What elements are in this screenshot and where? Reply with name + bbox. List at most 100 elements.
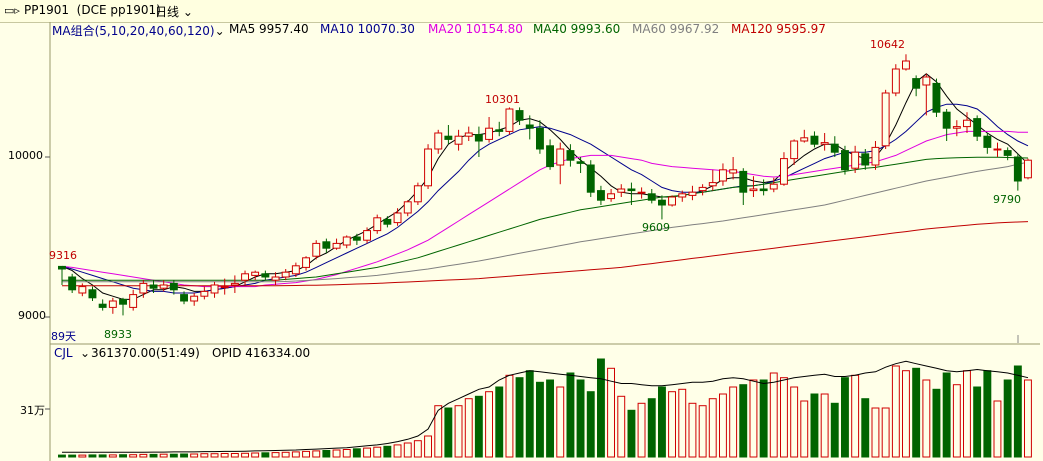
symbol-title: PP1901 (DCE pp1901) (24, 3, 161, 17)
volume-bar (627, 409, 636, 458)
candle-down (658, 199, 666, 206)
candle-up (281, 271, 290, 278)
candle-up (637, 191, 646, 194)
candle-up (434, 132, 443, 150)
volume-bar (251, 452, 260, 458)
candle-up (922, 76, 931, 86)
volume-bar (708, 398, 717, 458)
volume-bar (576, 379, 585, 458)
candle-down (383, 218, 392, 225)
candle-down (169, 282, 178, 291)
volume-bar (800, 400, 809, 458)
candle-up (342, 236, 351, 246)
open-interest-line (62, 360, 1029, 453)
volume-bar (871, 407, 880, 458)
volume-bar (230, 453, 239, 458)
volume-bar (413, 440, 422, 458)
volume-bar (881, 407, 890, 458)
ma-line-ma120 (62, 221, 1029, 287)
ma-legend-item: MA10 10070.30 (320, 22, 415, 36)
candle-down (444, 135, 453, 140)
volume-bar (810, 393, 819, 458)
volume-bar (352, 448, 361, 458)
annotation-high-left: 9316 (49, 249, 77, 262)
volume-bar (983, 370, 992, 458)
ma-line-ma20 (61, 130, 1028, 288)
volume-indicator-name[interactable]: CJL (54, 346, 73, 360)
candle-down (495, 129, 504, 132)
volume-bar (952, 384, 961, 458)
days-label: 89天 (51, 330, 76, 343)
ma-group-selector[interactable]: MA组合(5,10,20,40,60,120)⌄ (52, 22, 225, 38)
candle-up (312, 242, 321, 257)
volume-bar (1013, 365, 1022, 458)
candle-down (647, 193, 656, 201)
chevron-down-icon: ⌄ (179, 5, 193, 19)
volume-bar (759, 379, 768, 458)
candle-up (556, 148, 565, 166)
candle-up (617, 188, 626, 193)
annotation-peak-right: 10642 (870, 38, 905, 51)
ma-legend-item: MA5 9957.40 (229, 22, 309, 36)
volume-bar (637, 402, 646, 458)
candle-down (322, 241, 331, 249)
volume-bar (922, 379, 931, 458)
candle-down (861, 153, 870, 166)
candle-up (820, 142, 829, 145)
candle-down (576, 161, 585, 164)
ma-line-ma60 (62, 161, 1029, 283)
candle-up (963, 119, 971, 128)
candle-down (119, 298, 127, 305)
volume-bar (993, 400, 1002, 458)
candle-up (851, 151, 860, 169)
volume-bar (220, 453, 229, 458)
volume-bar (658, 386, 666, 458)
volume-bar (942, 372, 951, 458)
candle-up (393, 212, 402, 224)
volume-bar (729, 386, 738, 458)
volume-bar (332, 449, 341, 458)
volume-bar (861, 398, 870, 458)
volume-bar (210, 453, 219, 458)
volume-bar (464, 398, 473, 458)
candle-down (983, 135, 992, 148)
volume-bar (271, 452, 280, 458)
volume-bar (180, 453, 189, 458)
candle-up (871, 146, 880, 166)
volume-bar (597, 358, 605, 458)
candle-up (698, 186, 707, 192)
volume-bar (546, 379, 554, 458)
volume-bar (851, 374, 860, 458)
candle-up (719, 169, 727, 182)
candle-down (98, 303, 107, 308)
volume-bar (647, 398, 656, 458)
volume-bar (291, 451, 300, 458)
candle-down (180, 294, 189, 302)
volume-bar (383, 445, 392, 458)
volume-bar (119, 454, 127, 458)
candle-up (454, 135, 463, 145)
candle-up (485, 127, 494, 140)
ma-legend-item: MA20 10154.80 (428, 22, 523, 36)
volume-bar (78, 454, 87, 458)
candle-up (749, 188, 758, 192)
volume-bar (932, 388, 941, 458)
volume-bar (373, 446, 382, 458)
candle-down (88, 289, 97, 299)
period-selector[interactable]: 日线 ⌄ (155, 3, 193, 20)
volume-bar (403, 442, 412, 458)
ma-group-label: MA组合(5,10,20,40,60,120) (52, 24, 215, 38)
annotation-low-left: 8933 (104, 328, 132, 341)
volume-bar (363, 447, 372, 458)
candle-down (1003, 150, 1012, 156)
candle-up (668, 196, 676, 206)
price-tick-9000: 9000 (18, 309, 46, 322)
candle-up (332, 242, 341, 249)
volume-bar (912, 367, 921, 458)
candle-down (973, 118, 982, 137)
candle-up (139, 282, 148, 294)
volume-bar (474, 395, 483, 458)
volume-bar (139, 453, 148, 458)
candle-down (586, 164, 595, 193)
